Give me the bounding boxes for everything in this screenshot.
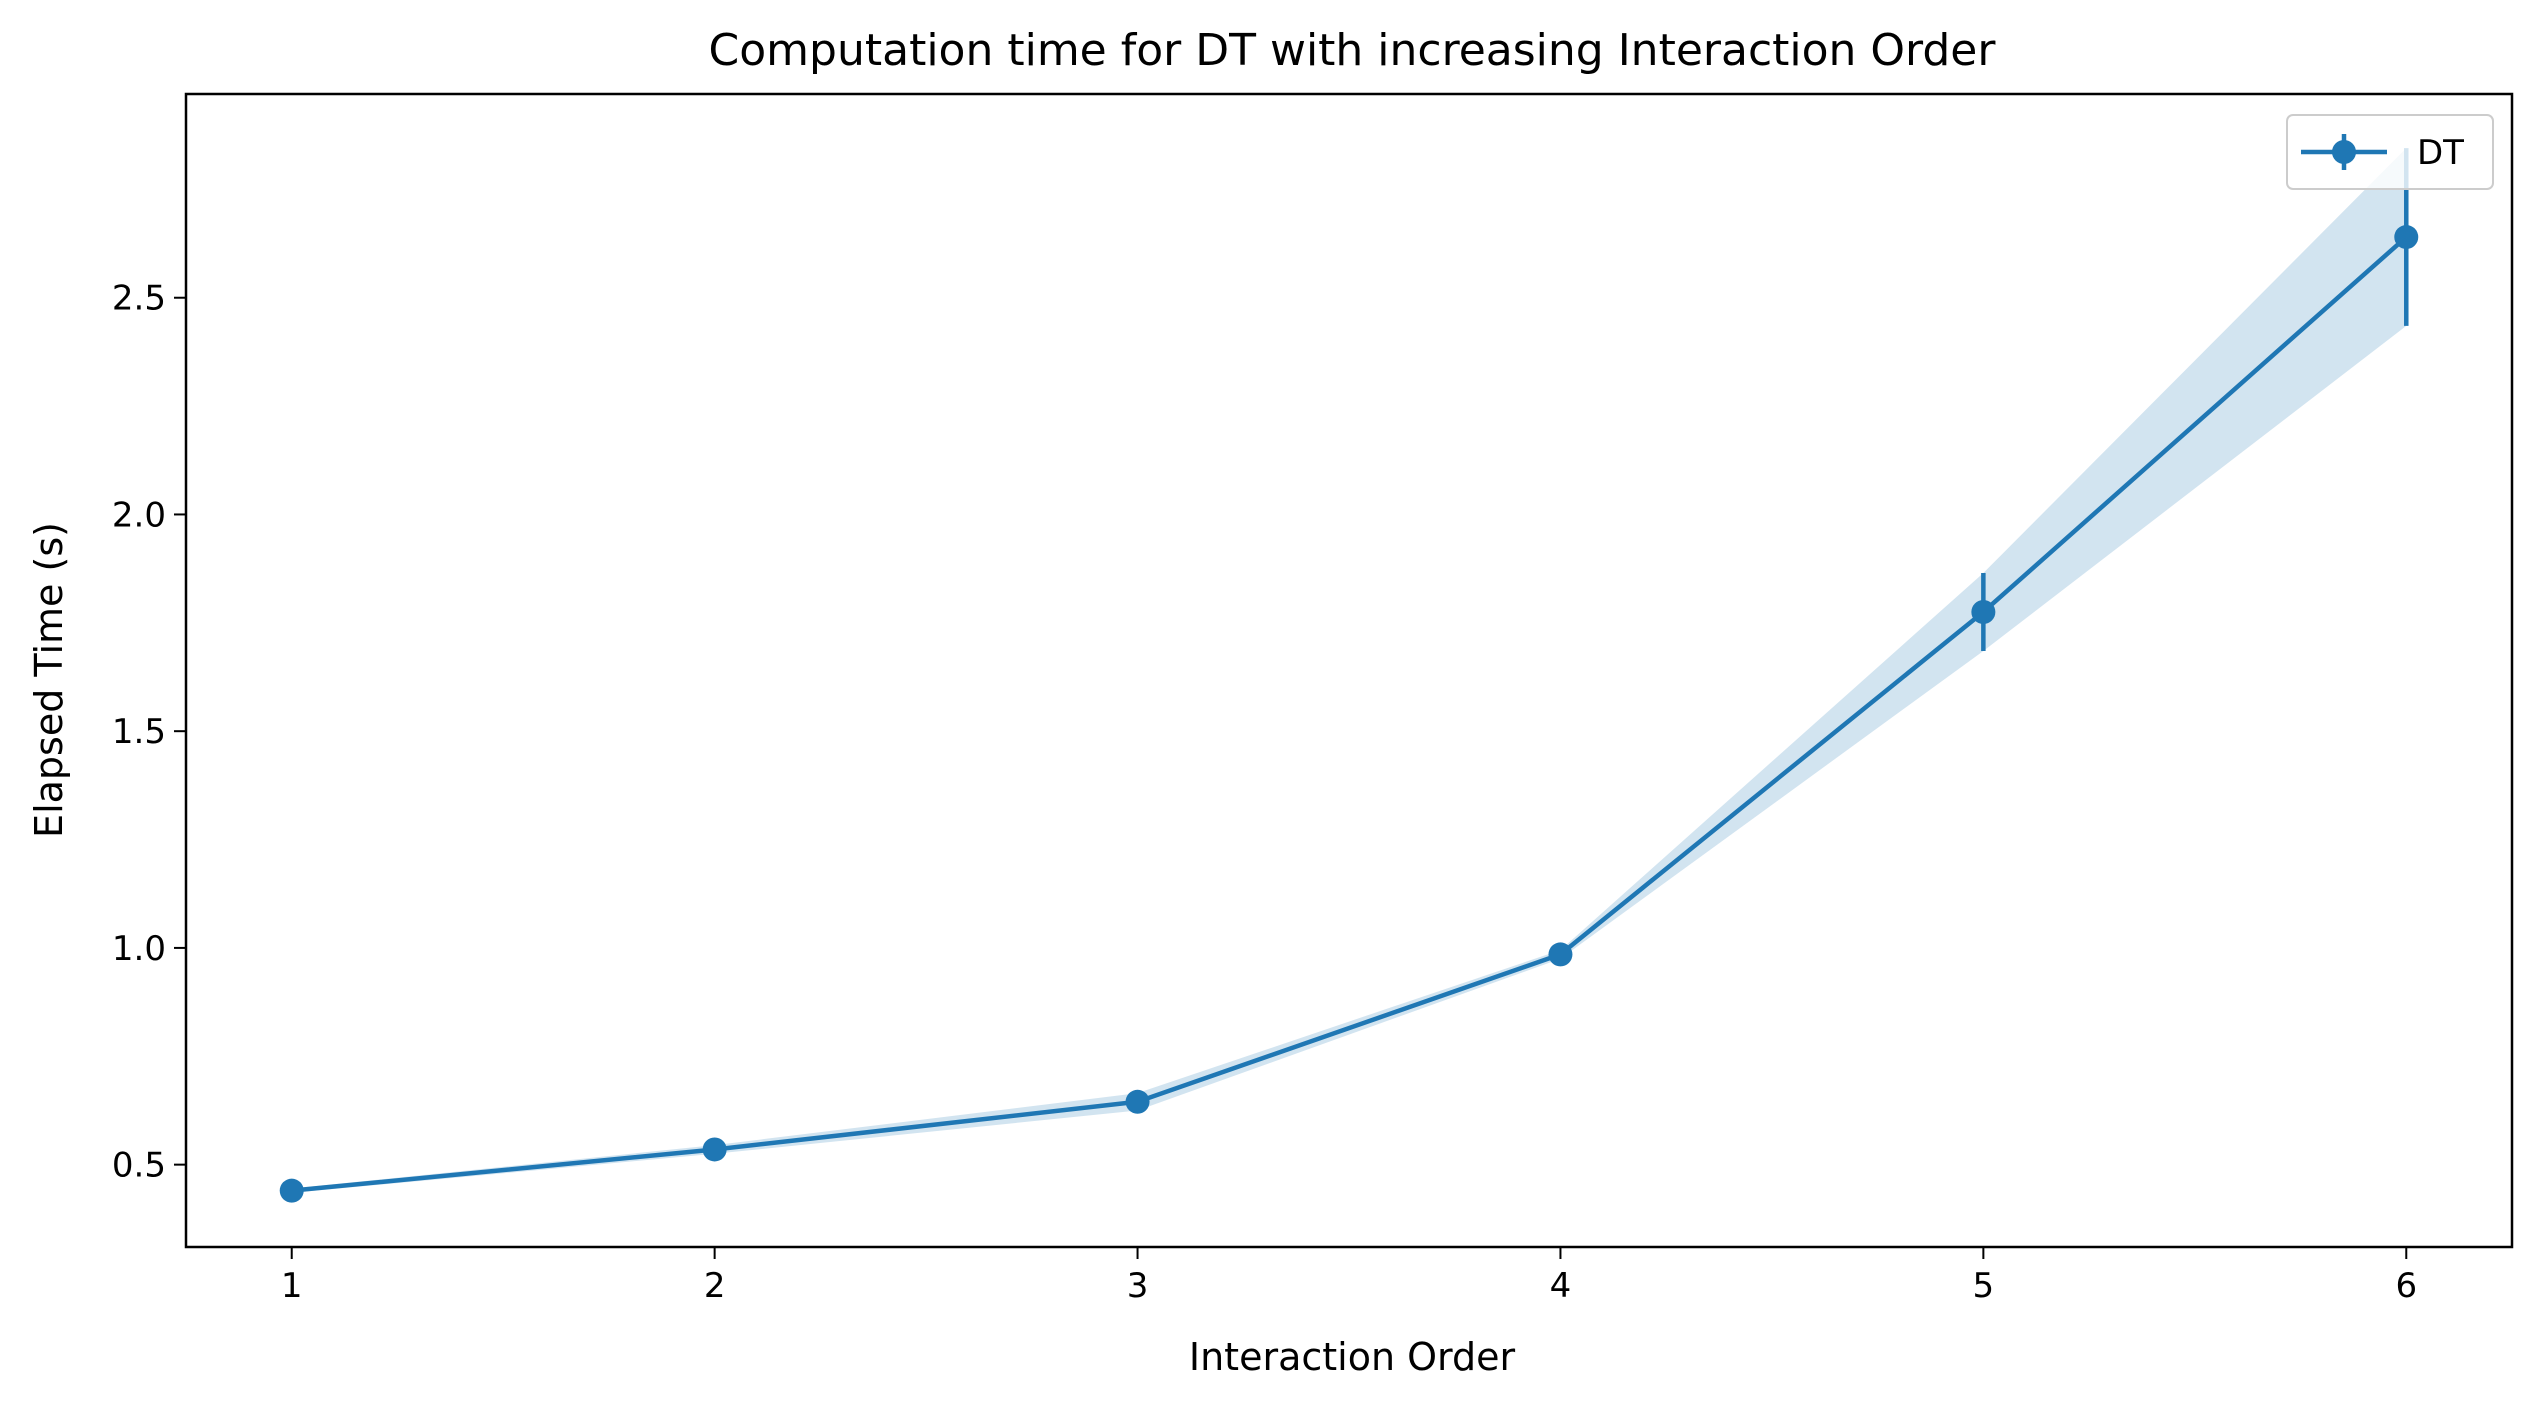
- data-point: [279, 1178, 304, 1203]
- y-tick-label: 2.5: [112, 279, 166, 319]
- data-point: [1125, 1089, 1150, 1114]
- x-axis: 1 2 3 4 5 6: [281, 1247, 2417, 1306]
- y-tick-label: 1.5: [112, 712, 166, 752]
- x-tick-label: 2: [704, 1266, 726, 1306]
- y-tick-label: 0.5: [112, 1146, 166, 1186]
- x-tick-label: 4: [1550, 1266, 1572, 1306]
- x-tick-label: 3: [1127, 1266, 1149, 1306]
- legend-marker-swatch: [2332, 140, 2356, 164]
- data-point: [1971, 599, 1996, 624]
- data-point: [2394, 225, 2419, 250]
- series-line: [291, 235, 2408, 1193]
- chart-title: Computation time for DT with increasing …: [709, 25, 1997, 76]
- legend-label: DT: [2417, 133, 2464, 173]
- legend-box: [2286, 114, 2494, 190]
- data-point: [1548, 942, 1573, 967]
- x-tick-label: 1: [281, 1266, 303, 1306]
- axes-frame: [184, 92, 2514, 1249]
- data-point: [702, 1137, 727, 1162]
- x-axis-label: Interaction Order: [1189, 1335, 1516, 1379]
- y-tick-label: 1.0: [112, 929, 166, 969]
- y-tick-label: 2.0: [112, 495, 166, 535]
- x-tick-label: 5: [1973, 1266, 1995, 1306]
- legend: DT: [2286, 114, 2494, 190]
- x-tick-label: 6: [2395, 1266, 2417, 1306]
- y-axis: 0.5 1.0 1.5 2.0 2.5: [112, 279, 186, 1186]
- y-axis-label: Elapsed Time (s): [27, 522, 71, 838]
